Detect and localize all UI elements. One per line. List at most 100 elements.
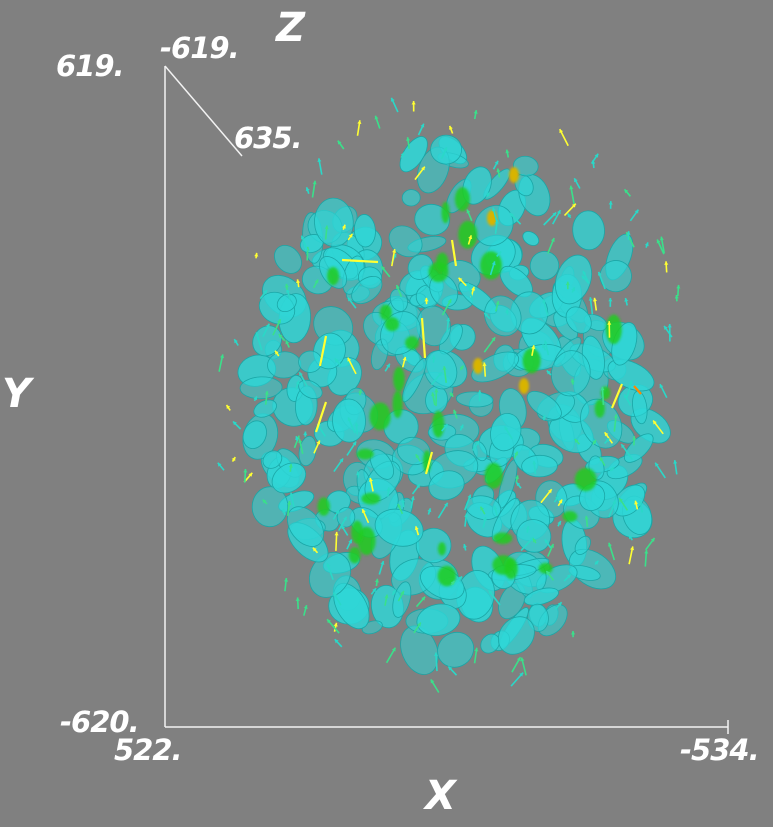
vector-arrowhead xyxy=(347,297,352,302)
vector-arrowhead xyxy=(497,251,502,256)
vector-arrowhead xyxy=(254,252,259,257)
vector-arrowhead xyxy=(448,666,453,671)
vector-arrowhead xyxy=(608,298,613,302)
vector-arrowhead xyxy=(233,421,237,426)
isosurface-core xyxy=(437,565,457,587)
isosurface-blob xyxy=(407,254,434,280)
vector-arrowhead xyxy=(348,233,353,238)
x-axis-title: X xyxy=(425,773,456,819)
isosurface-blob xyxy=(554,254,593,305)
vector-arrowhead xyxy=(533,538,537,543)
vector-arrowhead xyxy=(305,187,310,192)
z-axis-title: Z xyxy=(276,5,306,51)
vector-arrowhead xyxy=(567,213,572,218)
vector-arrowhead xyxy=(400,590,404,595)
vector-arrowhead xyxy=(327,619,331,624)
vector-arrowhead xyxy=(514,451,518,456)
vector-arrowhead xyxy=(531,345,536,349)
vector-arrowhead xyxy=(610,467,614,471)
vector-glyph-strong xyxy=(420,317,427,359)
isosurface-core xyxy=(393,366,405,392)
isosurface-blob xyxy=(401,189,421,207)
vector-arrowhead xyxy=(673,460,678,464)
vector-arrowhead xyxy=(417,622,421,627)
vector-arrowhead xyxy=(284,578,289,582)
isosurface-blob xyxy=(465,495,502,521)
vector-arrowhead xyxy=(592,439,596,444)
isosurface-blobs xyxy=(237,134,671,675)
vector-arrowhead xyxy=(468,235,473,240)
vector-arrowhead xyxy=(542,299,547,304)
isosurface-blob xyxy=(416,603,461,636)
z-axis-line xyxy=(164,65,243,157)
vector-arrowhead xyxy=(544,539,549,544)
z-axis-near-label: -619. xyxy=(160,31,240,65)
vector-arrowhead xyxy=(314,279,319,284)
vector-arrowhead xyxy=(253,396,258,401)
isosurface-blob xyxy=(526,390,562,420)
vector-arrowhead xyxy=(459,365,464,370)
vector-arrowhead xyxy=(546,571,551,575)
vector-arrowhead xyxy=(634,209,639,214)
isosurface-blob xyxy=(523,587,559,606)
vector-arrowhead xyxy=(664,325,668,330)
isosurface-blob xyxy=(599,260,632,293)
isosurface-blob xyxy=(392,581,412,618)
vector-arrowhead xyxy=(316,440,321,445)
isosurface-core xyxy=(454,187,470,212)
z-axis-far-label: 635. xyxy=(234,121,303,155)
vector-arrowhead xyxy=(655,462,659,467)
isosurface-blob xyxy=(513,155,539,177)
vector-glyphs xyxy=(217,97,681,693)
vector-arrowhead xyxy=(634,500,639,505)
isosurface-core xyxy=(594,399,605,418)
vector-arrowhead xyxy=(574,178,578,183)
vector-arrowhead xyxy=(667,324,672,328)
isosurface-blob xyxy=(497,616,535,655)
vector-arrowhead xyxy=(505,309,510,313)
isosurface-blob xyxy=(353,214,376,248)
vector-arrowhead xyxy=(471,286,476,291)
vector-arrowhead xyxy=(264,391,269,395)
isosurface-blob xyxy=(423,350,458,390)
isosurface-blob xyxy=(490,413,522,452)
vector-arrowhead xyxy=(621,444,625,449)
vector-arrowhead xyxy=(231,457,236,462)
isosurface-blob xyxy=(314,197,354,247)
vector-arrowhead xyxy=(255,332,260,337)
isosurface-core xyxy=(605,314,622,345)
isosurface-blob xyxy=(565,306,592,334)
vector-arrowhead xyxy=(263,290,267,294)
isosurface-blob xyxy=(572,210,605,251)
vector-arrowhead xyxy=(624,298,629,302)
isosurface-blob xyxy=(262,450,283,469)
vector-arrowhead xyxy=(516,482,521,487)
isosurface-blob xyxy=(251,486,289,528)
vector-arrowhead xyxy=(347,357,352,362)
isosurface-blob xyxy=(624,433,654,463)
vector-arrowhead xyxy=(333,592,337,597)
vector-arrowhead xyxy=(341,525,346,530)
vector-arrowhead xyxy=(352,441,357,446)
isosurface-core xyxy=(369,402,391,431)
vector-arrowhead xyxy=(220,354,225,359)
isosurface-blob xyxy=(242,420,267,449)
vector-arrowhead xyxy=(532,460,537,465)
isosurface-core xyxy=(492,555,514,575)
vector-arrowhead xyxy=(459,424,464,429)
vector-arrowhead xyxy=(613,414,618,419)
vector-arrowhead xyxy=(570,378,575,383)
vector-arrowhead xyxy=(644,550,649,554)
vector-arrowhead xyxy=(466,209,471,214)
vector-arrowhead xyxy=(543,340,548,345)
isosurface-core xyxy=(327,267,340,286)
vector-arrowhead xyxy=(275,350,279,355)
vector-arrowhead xyxy=(458,277,463,282)
vector-arrowhead xyxy=(285,340,290,345)
vector-arrowhead xyxy=(392,253,397,258)
vector-arrowhead xyxy=(607,321,612,325)
vector-arrowhead xyxy=(467,494,472,499)
isosurface-core xyxy=(522,348,541,374)
